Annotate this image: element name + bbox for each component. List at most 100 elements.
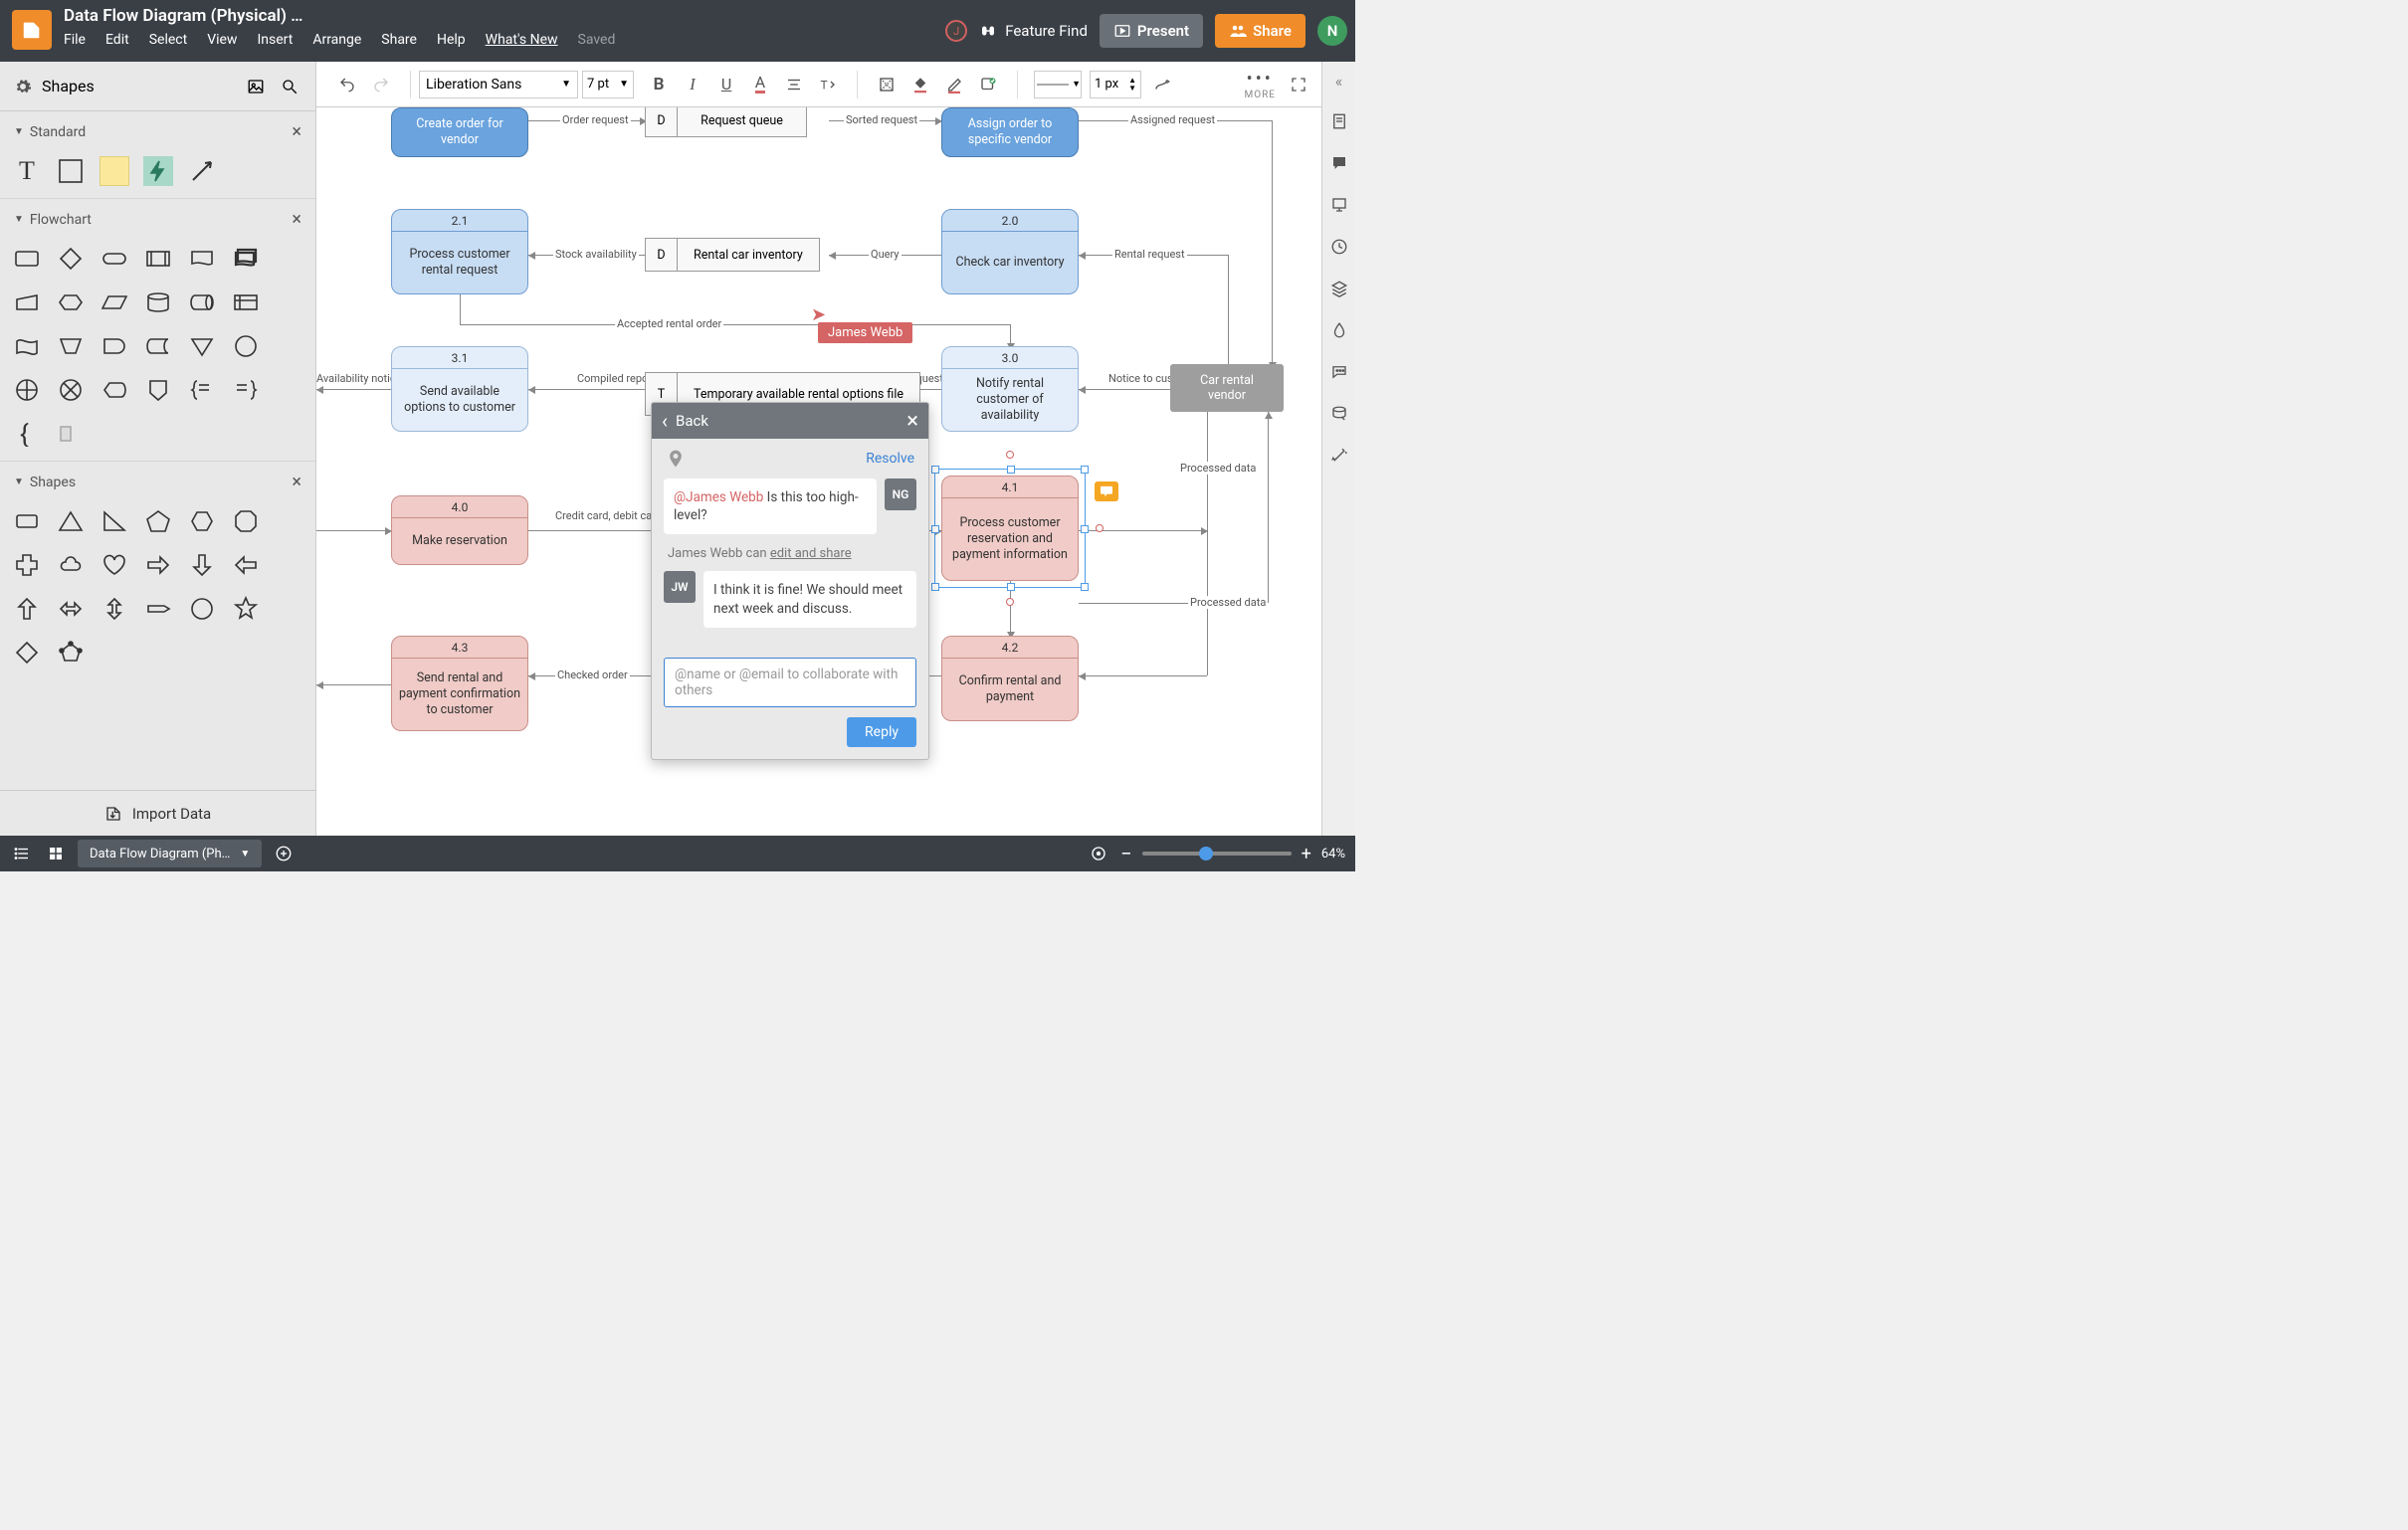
shape-merge[interactable] <box>187 331 217 361</box>
fullscreen-button[interactable] <box>1286 72 1311 97</box>
shape-heart[interactable] <box>100 550 129 580</box>
collapse-icon[interactable]: « <box>1335 72 1343 91</box>
image-library-icon[interactable] <box>244 75 268 98</box>
shape-brace[interactable]: { <box>12 419 42 449</box>
shape-paper-tape[interactable] <box>12 331 42 361</box>
dfd-node-assign-order[interactable]: Assign order to specific vendor <box>941 107 1079 157</box>
line-style-select[interactable]: ▼ <box>1034 71 1082 98</box>
search-icon[interactable] <box>278 75 301 98</box>
page-tab[interactable]: Data Flow Diagram (Ph…▼ <box>78 840 262 867</box>
shape-database[interactable] <box>143 287 173 317</box>
data-icon[interactable] <box>1328 403 1350 425</box>
section-shapes[interactable]: ▼Shapes× <box>0 462 315 502</box>
shape-arrow-line[interactable] <box>187 156 217 186</box>
text-color-button[interactable]: A <box>747 72 773 97</box>
shape-display[interactable] <box>100 375 129 405</box>
back-button[interactable]: ‹ <box>662 409 668 433</box>
more-button[interactable]: ••• MORE <box>1245 69 1276 100</box>
italic-button[interactable]: I <box>680 72 705 97</box>
grid-icon[interactable] <box>44 842 68 865</box>
datastore-reqqueue[interactable]: DRequest queue <box>645 107 807 137</box>
close-button[interactable]: × <box>906 409 918 434</box>
shape-hexagon[interactable] <box>56 287 86 317</box>
shape-connector[interactable] <box>231 331 261 361</box>
shape-rectangle[interactable] <box>12 506 42 536</box>
font-family-select[interactable]: Liberation Sans▼ <box>419 71 578 98</box>
shape-terminator[interactable] <box>100 244 129 274</box>
shape-double-arrow-h[interactable] <box>56 594 86 624</box>
collaborator-avatar-j[interactable]: J <box>945 20 967 42</box>
zoom-out-button[interactable]: − <box>1120 842 1131 865</box>
share-button[interactable]: Share <box>1215 14 1305 48</box>
shape-hexagon2[interactable] <box>187 506 217 536</box>
shape-isoceles[interactable] <box>143 594 173 624</box>
shape-arrow-down[interactable] <box>187 550 217 580</box>
dfd-node-p40[interactable]: 4.0Make reservation <box>391 495 528 565</box>
menu-select[interactable]: Select <box>149 32 187 48</box>
shape-arrow-right[interactable] <box>143 550 173 580</box>
text-options-button[interactable]: T <box>815 72 841 97</box>
shapes-scroll[interactable]: ▼Standard× T ▼Flowchart× <box>0 111 315 790</box>
presentation-icon[interactable] <box>1328 194 1350 216</box>
shape-diamond[interactable] <box>56 244 86 274</box>
feature-find-button[interactable]: Feature Find <box>979 22 1088 40</box>
shape-or[interactable] <box>12 375 42 405</box>
shape-note-right[interactable] <box>231 375 261 405</box>
shape-text[interactable]: T <box>12 156 42 186</box>
theme-icon[interactable] <box>1328 319 1350 341</box>
comment-input[interactable]: @name or @email to collaborate with othe… <box>664 658 916 707</box>
shape-off-page[interactable] <box>143 375 173 405</box>
bold-button[interactable]: B <box>646 72 672 97</box>
close-icon[interactable]: × <box>292 472 301 492</box>
target-icon[interactable] <box>1087 842 1110 865</box>
redo-button[interactable] <box>368 72 394 97</box>
shape-fill-button[interactable] <box>874 72 900 97</box>
dfd-node-p20[interactable]: 2.0Check car inventory <box>941 209 1079 294</box>
dfd-node-p21[interactable]: 2.1Process customer rental request <box>391 209 528 294</box>
dfd-node-p41[interactable]: 4.1Process customer reservation and paym… <box>941 476 1079 581</box>
line-options-button[interactable] <box>1149 72 1175 97</box>
page-icon[interactable] <box>1328 110 1350 132</box>
menu-edit[interactable]: Edit <box>105 32 129 48</box>
section-standard[interactable]: ▼Standard× <box>0 111 315 152</box>
menu-file[interactable]: File <box>64 32 86 48</box>
shape-triangle[interactable] <box>56 506 86 536</box>
shape-poly-edit[interactable] <box>56 638 86 668</box>
shape-stored-data[interactable] <box>143 331 173 361</box>
resolve-button[interactable]: Resolve <box>866 451 914 467</box>
outline-icon[interactable] <box>10 842 34 865</box>
add-page-button[interactable] <box>272 842 296 865</box>
fill-color-button[interactable] <box>907 72 933 97</box>
shape-manual-input[interactable] <box>12 287 42 317</box>
border-color-button[interactable] <box>941 72 967 97</box>
dfd-node-vendor[interactable]: Car rental vendor <box>1170 364 1284 412</box>
zoom-level[interactable]: 64% <box>1321 847 1345 861</box>
shape-direct-data[interactable] <box>187 287 217 317</box>
location-pin-icon[interactable] <box>666 449 686 469</box>
close-icon[interactable]: × <box>292 209 301 230</box>
layers-icon[interactable] <box>1328 278 1350 299</box>
shape-diamond2[interactable] <box>12 638 42 668</box>
shape-delay[interactable] <box>100 331 129 361</box>
shape-document[interactable] <box>187 244 217 274</box>
zoom-slider[interactable] <box>1142 852 1292 856</box>
shape-cloud[interactable] <box>56 550 86 580</box>
datastore-inventory[interactable]: DRental car inventory <box>645 238 820 272</box>
menu-help[interactable]: Help <box>437 32 466 48</box>
shape-right-triangle[interactable] <box>100 506 129 536</box>
shape-block[interactable] <box>56 156 86 186</box>
line-width-select[interactable]: 1 px▲▼ <box>1090 71 1141 98</box>
shape-brace-note[interactable] <box>187 375 217 405</box>
dfd-node-p30[interactable]: 3.0Notify rental customer of availabilit… <box>941 346 1079 432</box>
undo-button[interactable] <box>334 72 360 97</box>
shape-rect[interactable] <box>12 244 42 274</box>
chat-icon[interactable] <box>1328 361 1350 383</box>
comment-badge-icon[interactable] <box>1095 481 1118 501</box>
shape-parallelogram[interactable] <box>100 287 129 317</box>
menu-view[interactable]: View <box>207 32 237 48</box>
dfd-node-create-order[interactable]: Create order for vendor <box>391 107 528 157</box>
shape-predef[interactable] <box>143 244 173 274</box>
import-data-button[interactable]: Import Data <box>0 790 315 836</box>
present-button[interactable]: Present <box>1100 14 1203 48</box>
font-size-select[interactable]: 7 pt▼ <box>582 71 634 98</box>
